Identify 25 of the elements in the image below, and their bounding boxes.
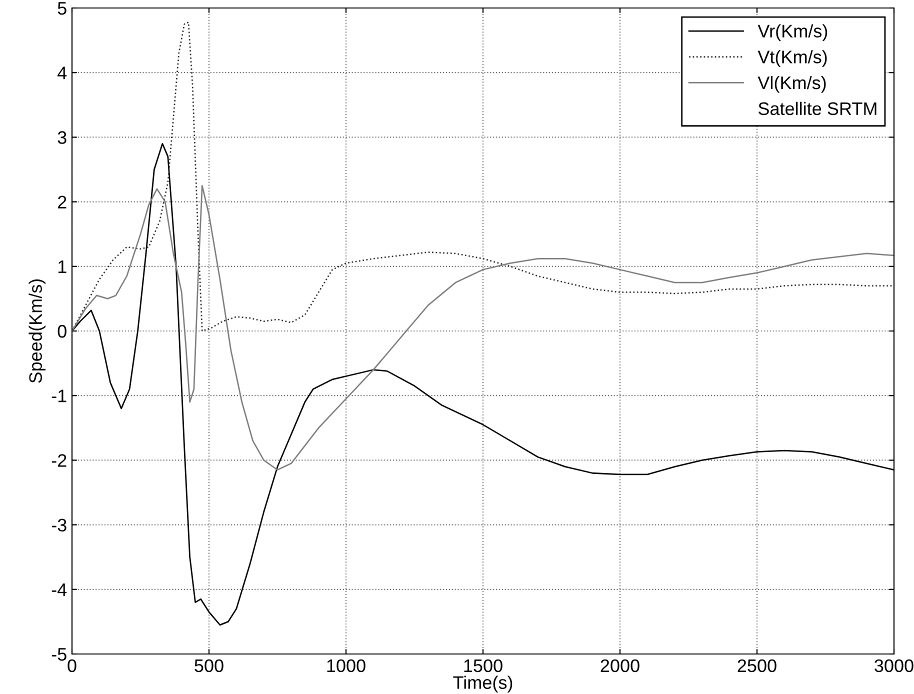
y-tick-label: -4 [52, 584, 67, 596]
x-tick-label: 2000 [600, 659, 640, 672]
y-tick-label: 4 [58, 66, 67, 80]
x-tick-label: 2500 [738, 659, 776, 672]
x-tick-label: 0 [68, 659, 76, 672]
line-series [72, 22, 894, 332]
y-tick-label: -3 [52, 518, 66, 532]
y-tick-label: -5 [52, 648, 66, 661]
y-tick-label: -2 [52, 454, 66, 467]
x-axis-title: Time(s) [453, 676, 512, 693]
y-tick-label: 0 [58, 324, 66, 338]
y-tick-label: 3 [58, 131, 66, 144]
legend-label: Vt(Km/s) [758, 50, 827, 67]
x-tick-label: 1000 [327, 659, 366, 672]
x-tick-label: 1500 [464, 659, 502, 672]
legend-label: Vr(Km/s) [758, 24, 828, 42]
y-tick-label: 2 [58, 196, 66, 208]
legend-label: Vl(Km/s) [758, 76, 826, 93]
y-tick-label: 5 [58, 2, 66, 15]
annotation: Satellite SRTM [758, 102, 876, 116]
y-axis-title: Speed(Km/s) [28, 279, 46, 383]
x-tick-label: 3000 [874, 659, 914, 672]
y-tick-label: 1 [58, 260, 66, 273]
y-tick-label: -1 [52, 390, 66, 402]
x-tick-label: 500 [194, 659, 224, 672]
